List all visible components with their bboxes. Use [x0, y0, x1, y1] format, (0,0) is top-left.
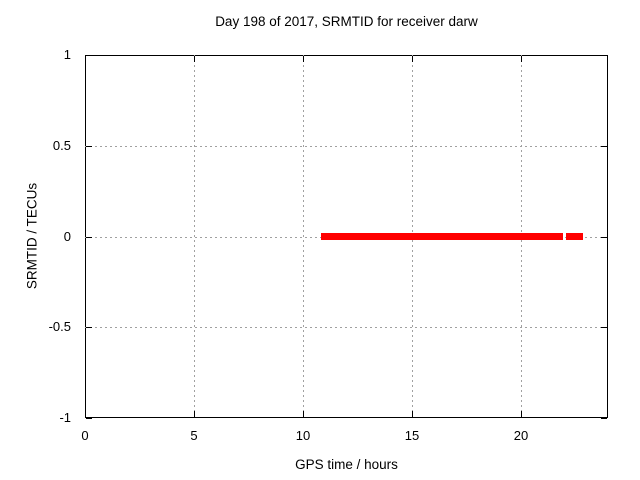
y-tick-label: 1	[63, 47, 71, 62]
x-tick-bottom	[521, 411, 522, 417]
x-gridline	[194, 55, 195, 418]
y-tick-right	[601, 237, 607, 238]
y-tick-left	[86, 327, 92, 328]
x-tick-bottom	[194, 411, 195, 417]
y-tick-left	[86, 237, 92, 238]
x-tick-bottom	[412, 411, 413, 417]
y-tick-left	[86, 146, 92, 147]
y-tick-right	[601, 327, 607, 328]
y-tick-left	[86, 418, 92, 419]
x-tick-label: 5	[190, 428, 198, 443]
x-tick-top	[85, 56, 86, 62]
y-tick-right	[601, 418, 607, 419]
x-tick-label: 0	[81, 428, 89, 443]
y-tick-label: 0.5	[52, 138, 71, 153]
y-tick-label: -0.5	[48, 319, 71, 334]
x-tick-label: 10	[295, 428, 311, 443]
y-tick-label: -1	[59, 410, 71, 425]
y-gridline	[85, 146, 608, 147]
x-tick-bottom	[303, 411, 304, 417]
y-gridline	[85, 327, 608, 328]
x-tick-label: 15	[404, 428, 420, 443]
y-tick-right	[601, 55, 607, 56]
x-tick-top	[194, 56, 195, 62]
data-segment	[566, 233, 583, 240]
x-gridline	[303, 55, 304, 418]
y-tick-right	[601, 146, 607, 147]
x-tick-label: 20	[513, 428, 529, 443]
y-tick-label: 0	[63, 229, 71, 244]
data-segment	[321, 233, 563, 240]
x-tick-top	[412, 56, 413, 62]
x-axis-label: GPS time / hours	[295, 457, 398, 472]
x-tick-top	[303, 56, 304, 62]
plot-area	[85, 55, 608, 418]
x-tick-bottom	[85, 411, 86, 417]
chart-title: Day 198 of 2017, SRMTID for receiver dar…	[215, 14, 478, 29]
y-tick-left	[86, 55, 92, 56]
x-tick-top	[521, 56, 522, 62]
